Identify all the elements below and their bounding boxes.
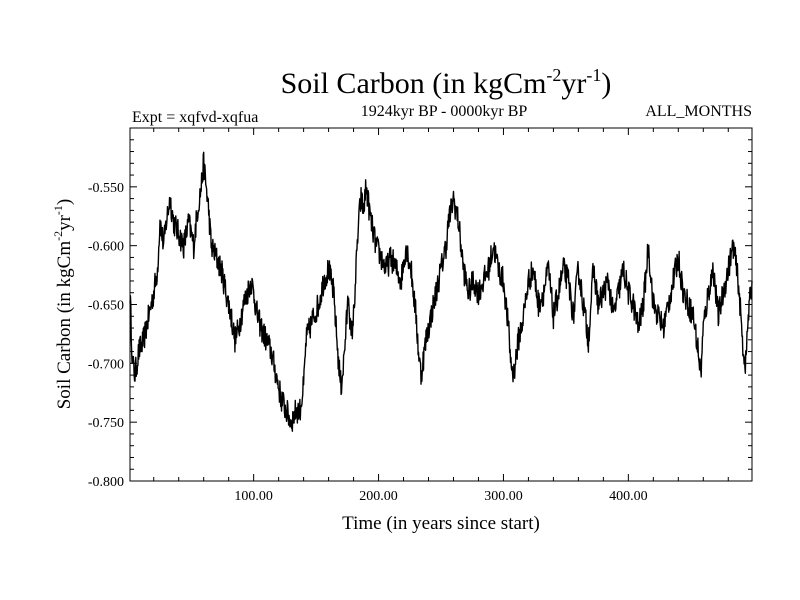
ylabel-superscript-2: -1 bbox=[51, 205, 65, 215]
x-axis-ticks: 100.00 200.00 300.00 400.00 bbox=[153, 128, 729, 504]
title-superscript-1: -2 bbox=[546, 65, 561, 85]
y-axis-label: Soil Carbon (in kgCm-2yr-1) bbox=[51, 199, 75, 410]
x-tick-label: 400.00 bbox=[609, 489, 648, 504]
plot-frame bbox=[129, 127, 753, 482]
y-tick-label: -0.750 bbox=[88, 416, 124, 431]
series-group bbox=[129, 151, 753, 432]
title-superscript-2: -1 bbox=[586, 65, 601, 85]
x-tick-label: 100.00 bbox=[234, 489, 273, 504]
experiment-label: Expt = xqfvd-xqfua bbox=[132, 109, 258, 126]
y-tick-label: -0.800 bbox=[88, 475, 124, 490]
y-axis-ticks: -0.550 -0.600 -0.650 -0.700 -0.750 -0.800 bbox=[88, 139, 752, 490]
x-tick-label: 200.00 bbox=[359, 489, 398, 504]
y-tick-label: -0.700 bbox=[88, 357, 124, 372]
y-tick-label: -0.600 bbox=[88, 240, 124, 255]
x-tick-label: 300.00 bbox=[484, 489, 523, 504]
y-tick-label: -0.550 bbox=[88, 181, 124, 196]
x-axis-label: Time (in years since start) bbox=[342, 513, 540, 534]
months-label: ALL_MONTHS bbox=[645, 103, 752, 120]
period-label: 1924kyr BP - 0000kyr BP bbox=[361, 103, 528, 120]
series-line bbox=[129, 151, 753, 432]
ylabel-superscript-1: -2 bbox=[51, 231, 65, 241]
chart-title: Soil Carbon (in kgCm-2yr-1) bbox=[281, 65, 612, 100]
y-tick-label: -0.650 bbox=[88, 299, 124, 314]
